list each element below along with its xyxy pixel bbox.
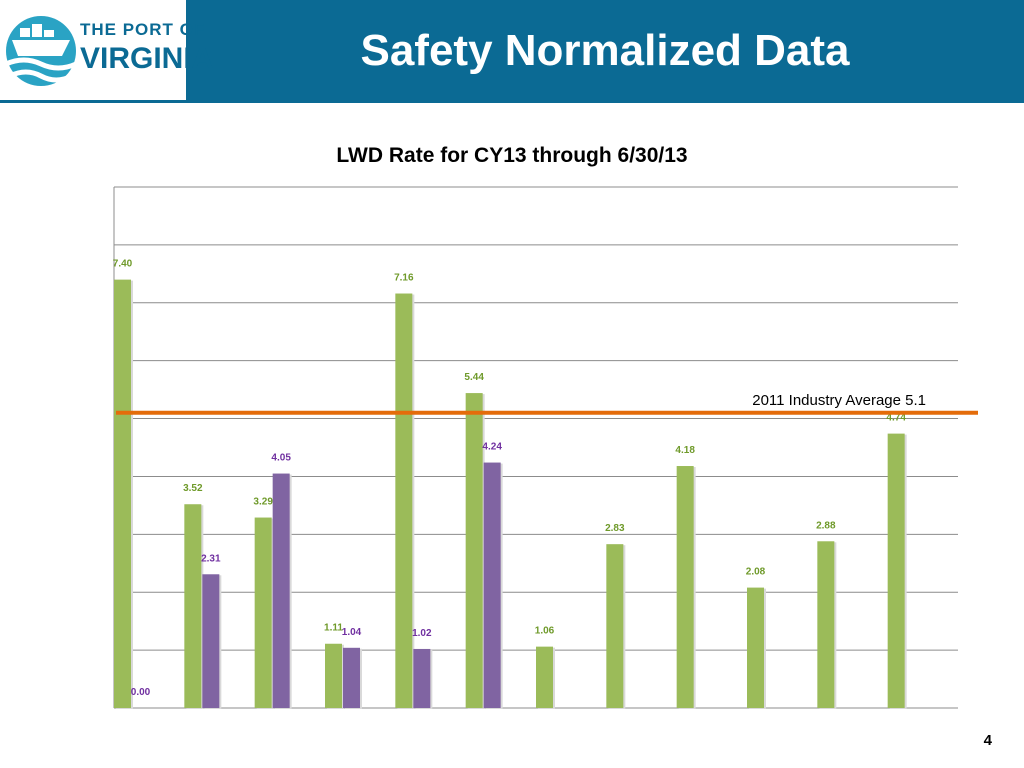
- slide-title: Safety Normalized Data: [360, 26, 850, 75]
- data-label: 4.24: [482, 442, 502, 453]
- data-label: 3.29: [253, 497, 273, 508]
- bar-green: [465, 393, 483, 708]
- logo-text-line1: THE PORT OF: [80, 20, 206, 39]
- bar-purple: [272, 473, 290, 708]
- bar-chart: 7.40 3.52 3.29 1.11 7.16 5.44 1.06 2.83 4.18 2.08…: [113, 186, 978, 709]
- page-number: 4: [983, 732, 992, 749]
- data-label: 1.06: [535, 626, 555, 637]
- bar-purple: [413, 648, 431, 708]
- data-label: 3.52: [183, 483, 203, 494]
- bar-green: [887, 433, 905, 708]
- chart-title: LWD Rate for CY13 through 6/30/13: [336, 144, 688, 167]
- data-label: 7.40: [113, 259, 133, 270]
- data-label: 4.05: [271, 453, 291, 464]
- bar-green: [606, 544, 624, 708]
- bar-green: [395, 293, 413, 708]
- bar-purple: [202, 574, 220, 708]
- bar-green: [676, 466, 694, 708]
- data-label: 2.31: [201, 553, 221, 564]
- ship-emblem-icon: [4, 16, 78, 86]
- logo-text-line2: VIRGINIA: [80, 42, 214, 75]
- data-label: 1.02: [412, 628, 432, 639]
- data-label: 2.08: [746, 567, 766, 578]
- data-label: 4.74: [886, 413, 906, 424]
- industry-average-label: 2011 Industry Average 5.1: [752, 392, 926, 409]
- bar-green: [817, 541, 835, 708]
- bar-purple: [483, 462, 501, 708]
- bar-green: [184, 504, 202, 708]
- bar-green: [747, 587, 764, 708]
- data-label: 2.88: [816, 520, 836, 531]
- data-label: 0.00: [131, 687, 151, 698]
- data-label: 5.44: [464, 372, 484, 383]
- bar-green: [325, 643, 342, 708]
- data-label: 1.11: [324, 623, 343, 634]
- data-label: 2.83: [605, 523, 625, 534]
- data-label: 4.18: [675, 445, 695, 456]
- data-label: 1.04: [342, 627, 362, 638]
- bar-green: [254, 517, 272, 708]
- bar-green: [114, 279, 131, 708]
- data-label: 7.16: [394, 273, 414, 284]
- bar-green: [536, 646, 553, 708]
- bar-purple: [343, 647, 360, 708]
- port-logo: THE PORT OF VIRGINIA: [0, 0, 213, 100]
